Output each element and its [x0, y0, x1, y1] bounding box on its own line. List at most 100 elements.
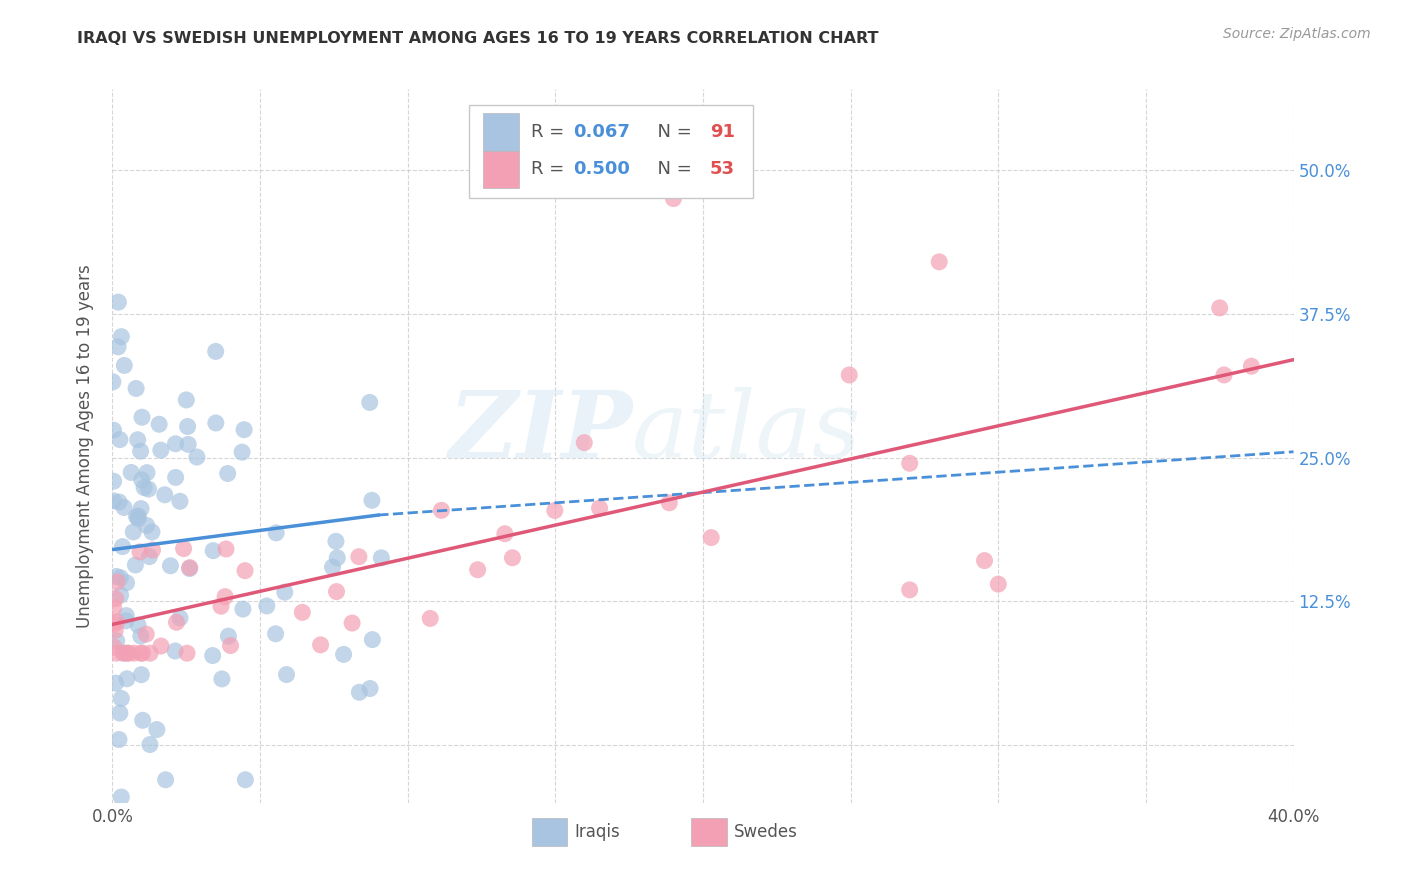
- Point: [321, 560, 343, 574]
- Point: [256, 599, 278, 613]
- Point: [103, 494, 125, 508]
- Point: [430, 503, 453, 517]
- Point: [104, 676, 127, 690]
- Point: [134, 481, 156, 495]
- Point: [211, 672, 233, 686]
- Point: [291, 606, 314, 620]
- Point: [122, 646, 145, 660]
- Text: 0.500: 0.500: [574, 161, 630, 178]
- Point: [138, 482, 160, 496]
- Point: [588, 501, 610, 516]
- Point: [117, 646, 139, 660]
- Point: [233, 423, 256, 437]
- Point: [209, 599, 232, 614]
- Point: [101, 375, 124, 389]
- Point: [108, 495, 131, 509]
- Point: [165, 644, 187, 658]
- Point: [174, 392, 197, 407]
- Point: [214, 590, 236, 604]
- Point: [131, 410, 153, 425]
- Point: [110, 329, 132, 343]
- Point: [108, 433, 131, 447]
- Point: [122, 524, 145, 539]
- Point: [107, 340, 129, 354]
- Point: [103, 601, 125, 615]
- Point: [204, 344, 226, 359]
- Point: [165, 470, 187, 484]
- Point: [110, 691, 132, 706]
- Text: Source: ZipAtlas.com: Source: ZipAtlas.com: [1223, 27, 1371, 41]
- Point: [361, 493, 384, 508]
- Point: [127, 512, 149, 526]
- Point: [141, 524, 163, 539]
- Point: [103, 640, 125, 654]
- Point: [112, 500, 135, 515]
- Point: [898, 582, 921, 597]
- Point: [347, 549, 370, 564]
- Text: 91: 91: [710, 123, 735, 141]
- FancyBboxPatch shape: [484, 151, 519, 187]
- Point: [110, 588, 132, 602]
- Point: [202, 543, 225, 558]
- Point: [149, 443, 172, 458]
- Point: [120, 466, 142, 480]
- Point: [169, 494, 191, 508]
- Point: [233, 564, 256, 578]
- Point: [125, 381, 148, 395]
- Point: [111, 540, 134, 554]
- Point: [166, 615, 188, 630]
- Point: [135, 518, 157, 533]
- Point: [700, 531, 723, 545]
- Text: IRAQI VS SWEDISH UNEMPLOYMENT AMONG AGES 16 TO 19 YEARS CORRELATION CHART: IRAQI VS SWEDISH UNEMPLOYMENT AMONG AGES…: [77, 31, 879, 46]
- Point: [105, 646, 128, 660]
- Point: [110, 790, 132, 805]
- Text: ZIP: ZIP: [449, 387, 633, 476]
- Point: [501, 550, 523, 565]
- Point: [544, 503, 567, 517]
- Point: [103, 423, 125, 437]
- Point: [179, 560, 201, 574]
- Point: [155, 772, 177, 787]
- Point: [325, 584, 347, 599]
- Point: [467, 563, 489, 577]
- FancyBboxPatch shape: [531, 819, 567, 846]
- Point: [127, 433, 149, 447]
- Point: [110, 571, 132, 585]
- Point: [215, 541, 238, 556]
- Point: [104, 591, 127, 606]
- Text: 53: 53: [710, 161, 735, 178]
- Point: [658, 496, 681, 510]
- Point: [131, 667, 153, 681]
- Point: [105, 615, 128, 629]
- Point: [115, 608, 138, 623]
- Point: [1240, 359, 1263, 374]
- Point: [117, 646, 139, 660]
- Point: [987, 577, 1010, 591]
- Point: [146, 723, 169, 737]
- Point: [340, 615, 363, 630]
- Point: [217, 629, 239, 643]
- FancyBboxPatch shape: [692, 819, 727, 846]
- Point: [176, 419, 198, 434]
- Point: [186, 450, 208, 464]
- Point: [105, 569, 128, 583]
- Point: [928, 255, 950, 269]
- Point: [115, 614, 138, 628]
- Point: [205, 416, 228, 430]
- Text: Swedes: Swedes: [734, 823, 797, 841]
- Point: [131, 473, 153, 487]
- Point: [112, 359, 135, 373]
- Point: [108, 732, 131, 747]
- Point: [326, 550, 349, 565]
- Point: [662, 192, 685, 206]
- Point: [370, 550, 392, 565]
- Point: [105, 574, 128, 589]
- Point: [115, 575, 138, 590]
- Point: [108, 706, 131, 720]
- Point: [129, 501, 152, 516]
- Point: [139, 738, 162, 752]
- Point: [115, 672, 138, 686]
- Point: [177, 437, 200, 451]
- Point: [361, 632, 384, 647]
- Text: Iraqis: Iraqis: [574, 823, 620, 841]
